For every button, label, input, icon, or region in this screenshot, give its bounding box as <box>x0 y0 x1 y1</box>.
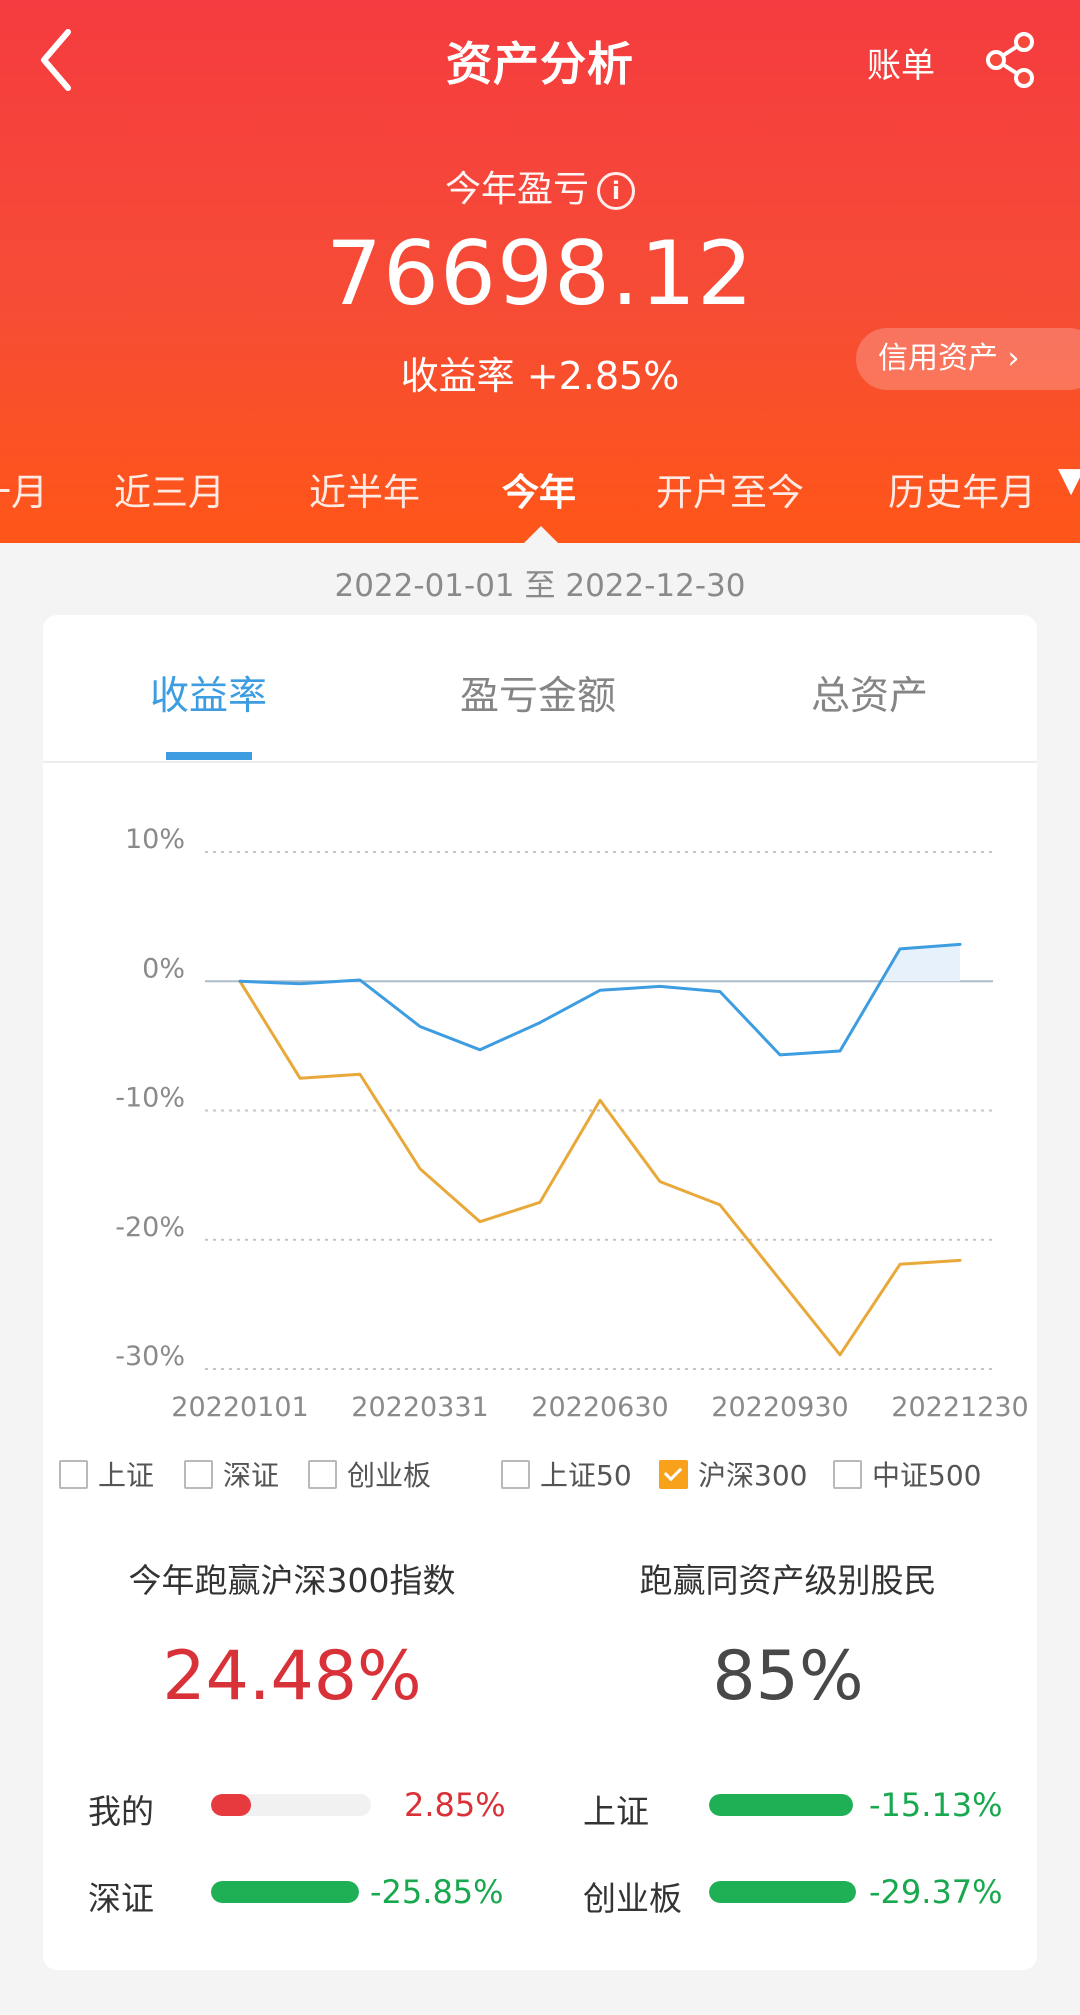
info-icon[interactable]: i <box>597 172 635 210</box>
comparison-label-szse: 深证 <box>88 1879 154 1918</box>
comparison-label-chinext: 创业板 <box>583 1879 682 1918</box>
comparison-value-sse: -15.13% <box>869 1786 1003 1824</box>
tab-pl-amount[interactable]: 盈亏金额 <box>460 674 617 719</box>
annual-pl-value: 76698.12 <box>326 222 754 325</box>
back-button[interactable] <box>30 22 94 98</box>
chevron-left-icon <box>41 29 71 91</box>
bill-button[interactable]: 账单 <box>867 46 935 86</box>
comparison-value-mine: 2.85% <box>404 1786 506 1824</box>
comparison-bar-sse <box>709 1794 853 1816</box>
return-rate-label: 收益率 <box>400 354 515 398</box>
chart-legend: 上证 深证 创业板 上证50 沪深300 中证500 <box>59 1456 1019 1496</box>
annual-pl-label-text: 今年盈亏 <box>444 169 589 210</box>
legend-sse50-label: 上证50 <box>540 1459 632 1492</box>
legend-sse50[interactable]: 上证50 <box>501 1456 632 1496</box>
legend-csi500-label: 中证500 <box>872 1459 982 1492</box>
legend-chinext[interactable]: 创业板 <box>308 1456 431 1496</box>
legend-sse-checkbox[interactable] <box>59 1459 88 1489</box>
y-tick-label: 10% <box>125 824 185 855</box>
legend-chinext-checkbox[interactable] <box>308 1459 337 1489</box>
x-tick-label: 20221230 <box>891 1392 1028 1423</box>
return-rate-chart: 10% 0% -10% -20% -30% 20220101 20220331 2022063… <box>115 824 1028 1423</box>
series-line <box>238 942 962 1057</box>
comparison-label-sse: 上证 <box>583 1792 649 1831</box>
legend-csi300-label: 沪深300 <box>698 1459 808 1492</box>
comparison-bar-chinext-fill <box>709 1881 856 1903</box>
chevron-down-icon[interactable]: ▼ <box>1058 460 1080 500</box>
x-tick-label: 20220101 <box>171 1392 308 1423</box>
comparison-bar-chinext <box>709 1881 856 1903</box>
legend-chinext-label: 创业板 <box>347 1459 432 1492</box>
chart-tabs: 收益率 盈亏金额 总资产 <box>43 615 1037 763</box>
comparison-value-chinext: -29.37% <box>869 1873 1003 1911</box>
tab-return-rate[interactable]: 收益率 <box>150 674 268 719</box>
positive-area-fill <box>240 944 960 982</box>
share-button[interactable] <box>978 28 1042 92</box>
legend-sse-label: 上证 <box>98 1459 155 1492</box>
period-tab-three-months[interactable]: 近三月 <box>114 471 225 514</box>
share-icon <box>986 32 1034 88</box>
y-tick-label: -20% <box>115 1212 185 1243</box>
return-rate: 收益率 +2.85% <box>0 345 1080 400</box>
y-tick-label: -30% <box>115 1341 185 1372</box>
active-period-pointer <box>524 526 558 543</box>
legend-csi500[interactable]: 中证500 <box>833 1456 981 1496</box>
comparison-value-szse: -25.85% <box>370 1873 504 1911</box>
return-rate-value: +2.85% <box>526 354 680 398</box>
legend-sse50-checkbox[interactable] <box>501 1459 530 1489</box>
x-tick-label: 20220630 <box>531 1392 668 1423</box>
header: 资产分析 账单 今年盈亏 i 76698.12 收益率 +2.85% 信用资产 ›… <box>0 0 1080 543</box>
annual-pl-label: 今年盈亏 i <box>0 160 1080 212</box>
y-tick-label: -10% <box>115 1083 185 1114</box>
credit-assets-button[interactable]: 信用资产 › <box>856 328 1080 390</box>
x-tick-label: 20220930 <box>711 1392 848 1423</box>
comparison-bar-mine-fill <box>211 1794 251 1816</box>
legend-szse-checkbox[interactable] <box>184 1459 213 1489</box>
date-range: 2022-01-01 至 2022-12-30 <box>334 568 746 604</box>
legend-sse[interactable]: 上证 <box>59 1456 154 1496</box>
legend-szse[interactable]: 深证 <box>184 1456 279 1496</box>
y-tick-label: 0% <box>142 953 185 984</box>
legend-csi500-checkbox[interactable] <box>833 1459 862 1489</box>
active-tab-underline <box>166 752 252 760</box>
beat-peers-title: 跑赢同资产级别股民 <box>639 1561 937 1600</box>
analysis-card: 收益率 盈亏金额 总资产 <box>43 615 1037 1970</box>
period-tab-half-year[interactable]: 近半年 <box>309 471 420 514</box>
comparison-bar-sse-fill <box>709 1794 853 1816</box>
period-tab-month[interactable]: 一月 <box>0 471 48 514</box>
tab-total-assets[interactable]: 总资产 <box>811 674 929 719</box>
page-title: 资产分析 <box>446 37 634 91</box>
period-selector: 一月 近三月 近半年 今年 开户至今 历史年月 ▼ <box>0 460 1080 522</box>
period-tab-history[interactable]: 历史年月 <box>888 471 1036 514</box>
beat-index-title: 今年跑赢沪深300指数 <box>128 1561 456 1600</box>
legend-szse-label: 深证 <box>223 1459 280 1492</box>
credit-assets-label: 信用资产 <box>878 341 998 376</box>
comparison-bar-szse-fill <box>211 1881 359 1903</box>
beat-index-value: 24.48% <box>162 1637 422 1716</box>
chevron-right-icon: › <box>1007 341 1020 376</box>
legend-csi300-checkbox[interactable] <box>659 1459 688 1489</box>
beat-peers-value: 85% <box>712 1637 864 1716</box>
x-tick-label: 20220331 <box>351 1392 488 1423</box>
period-tab-this-year[interactable]: 今年 <box>502 471 576 514</box>
comparison-bar-mine <box>211 1794 371 1816</box>
comparison-bar-szse <box>211 1881 359 1903</box>
series-line <box>238 979 962 1357</box>
legend-csi300[interactable]: 沪深300 <box>659 1456 807 1496</box>
comparison-label-mine: 我的 <box>88 1792 154 1831</box>
period-tab-since-open[interactable]: 开户至今 <box>656 471 804 514</box>
